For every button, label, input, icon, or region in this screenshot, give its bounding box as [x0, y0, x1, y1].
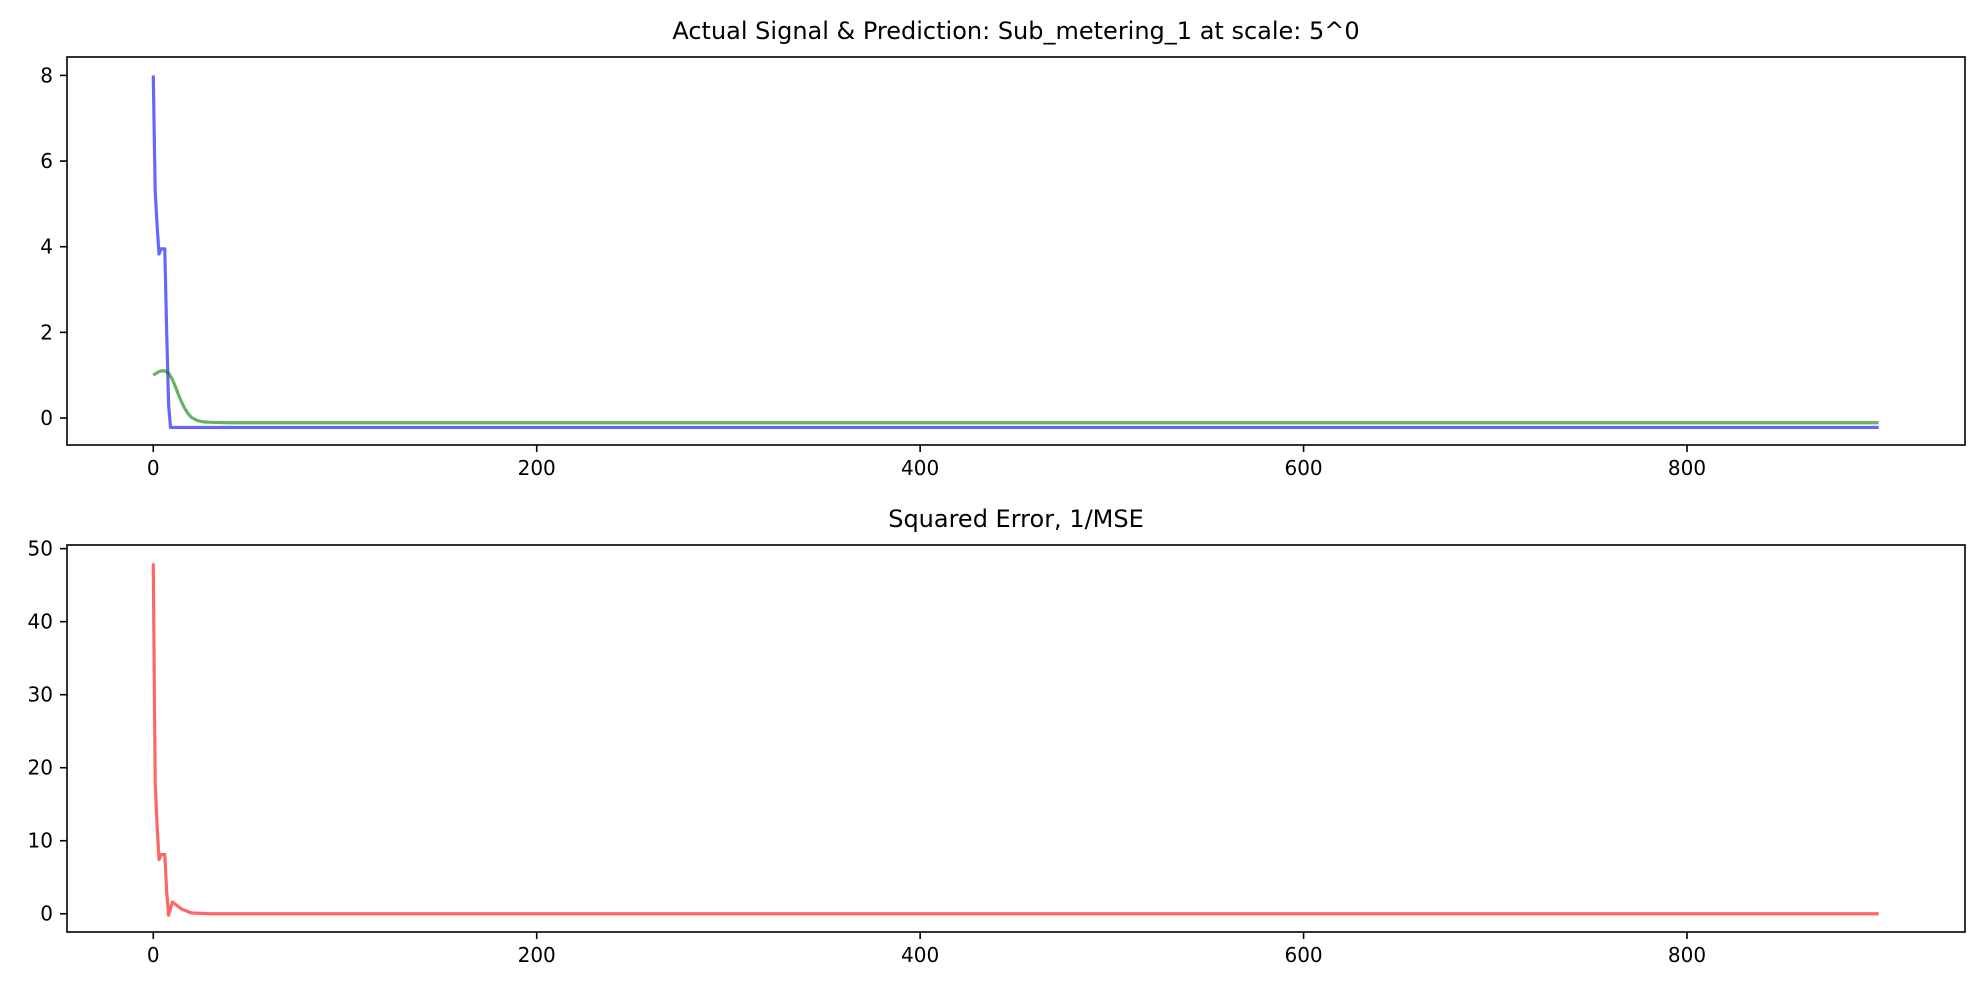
x-tick-label: 200: [518, 456, 556, 480]
squared-error-title: Squared Error, 1/MSE: [888, 505, 1144, 533]
squared-error-panel: Squared Error, 1/MSE 0 200 400 600 800 0 10 20 3…: [28, 505, 1966, 967]
x-tick-label: 0: [147, 943, 160, 967]
x-tick-label: 200: [518, 943, 556, 967]
x-tick-label: 0: [147, 456, 160, 480]
y-tick-label: 6: [40, 149, 53, 173]
series-line-0-0: [151, 75, 1879, 430]
x-tick-label: 600: [1284, 943, 1322, 967]
y-tick-label: 0: [40, 902, 53, 926]
plot-frame: [66, 56, 1966, 446]
y-tick-label: 20: [28, 756, 53, 780]
y-tick-label: 8: [40, 63, 53, 87]
y-tick-label: 50: [28, 537, 53, 561]
signal-prediction-panel: Actual Signal & Prediction: Sub_metering…: [40, 17, 1966, 480]
y-tick-label: 30: [28, 683, 53, 707]
y-tick-label: 10: [28, 829, 53, 853]
plot-frame: [66, 544, 1966, 933]
series-line-0-1: [152, 369, 1879, 425]
x-tick-label: 400: [901, 943, 939, 967]
series-line-1-0: [151, 563, 1879, 917]
signal-prediction-title: Actual Signal & Prediction: Sub_metering…: [672, 17, 1359, 45]
y-tick-label: 4: [40, 235, 53, 259]
y-tick-label: 40: [28, 610, 53, 634]
x-tick-label: 400: [901, 456, 939, 480]
x-tick-label: 600: [1284, 456, 1322, 480]
x-tick-label: 800: [1668, 456, 1706, 480]
y-tick-label: 0: [40, 406, 53, 430]
y-tick-label: 2: [40, 320, 53, 344]
x-tick-label: 800: [1668, 943, 1706, 967]
